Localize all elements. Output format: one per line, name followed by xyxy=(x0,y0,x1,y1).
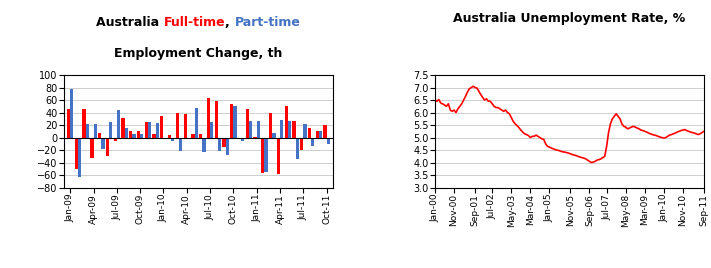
Bar xyxy=(207,98,210,137)
Bar xyxy=(292,121,296,137)
Text: Australia: Australia xyxy=(97,16,164,29)
Bar xyxy=(218,137,221,151)
Bar xyxy=(284,106,288,137)
Bar xyxy=(199,135,203,137)
Bar xyxy=(308,128,311,137)
Bar xyxy=(82,109,86,137)
Bar xyxy=(101,137,105,149)
Bar xyxy=(195,108,198,137)
Bar xyxy=(137,131,140,137)
Bar xyxy=(90,137,94,158)
Bar xyxy=(288,121,291,137)
Bar xyxy=(257,121,260,137)
Bar xyxy=(319,131,322,137)
Bar xyxy=(148,122,151,137)
Bar xyxy=(160,116,164,137)
Bar xyxy=(144,122,148,137)
Text: Employment Change, th: Employment Change, th xyxy=(114,47,282,60)
Bar xyxy=(280,120,283,137)
Bar xyxy=(179,137,182,151)
Text: Full-time: Full-time xyxy=(164,16,225,29)
Bar xyxy=(203,137,205,152)
Bar xyxy=(210,122,213,137)
Bar xyxy=(277,137,280,174)
Bar xyxy=(94,124,97,137)
Bar xyxy=(132,134,136,137)
Bar xyxy=(106,137,109,156)
Bar xyxy=(304,124,306,137)
Bar xyxy=(176,113,179,137)
Bar xyxy=(129,131,132,137)
Bar xyxy=(117,110,120,137)
Bar xyxy=(249,121,252,137)
Bar xyxy=(261,137,264,173)
Bar xyxy=(140,135,144,137)
Bar xyxy=(152,135,156,137)
Text: Part-time: Part-time xyxy=(235,16,301,29)
Bar xyxy=(183,114,187,137)
Bar xyxy=(324,125,326,137)
Bar xyxy=(238,137,241,139)
Bar xyxy=(230,104,233,137)
Bar xyxy=(215,101,218,137)
Bar xyxy=(171,137,174,141)
Bar xyxy=(269,113,272,137)
Bar xyxy=(164,137,166,139)
Bar xyxy=(109,122,112,137)
Bar xyxy=(67,109,70,137)
Bar xyxy=(78,137,81,177)
Bar xyxy=(225,137,229,155)
Bar xyxy=(168,135,171,137)
Bar xyxy=(191,135,195,137)
Bar xyxy=(122,118,124,137)
Bar xyxy=(296,137,299,159)
Bar xyxy=(98,133,101,137)
Bar xyxy=(233,106,237,137)
Bar xyxy=(75,137,78,169)
Bar xyxy=(70,89,73,137)
Bar xyxy=(246,109,249,137)
Text: ,: , xyxy=(225,16,235,29)
Bar xyxy=(300,137,304,150)
Bar xyxy=(86,124,89,137)
Bar xyxy=(272,133,275,137)
Bar xyxy=(114,137,117,141)
Text: Australia Unemployment Rate, %: Australia Unemployment Rate, % xyxy=(454,12,685,25)
Bar xyxy=(311,137,314,146)
Bar xyxy=(326,137,330,144)
Bar xyxy=(156,123,159,137)
Bar xyxy=(124,128,128,137)
Bar xyxy=(241,137,245,141)
Bar xyxy=(223,137,225,147)
Bar xyxy=(264,137,268,172)
Bar xyxy=(316,131,319,137)
